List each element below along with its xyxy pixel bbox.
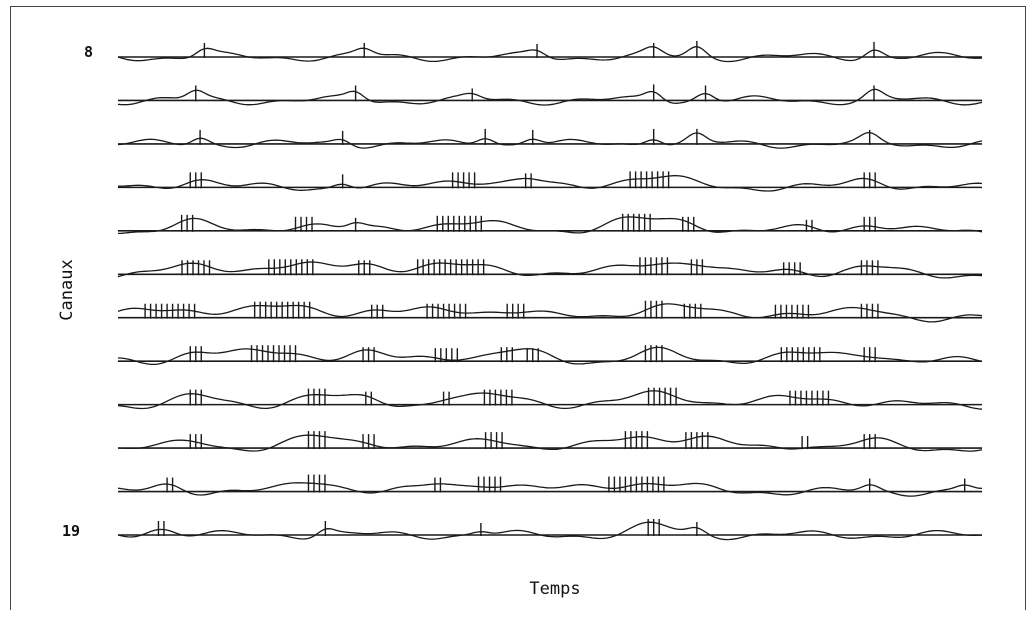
wave-channel-12	[117, 216, 983, 235]
chart-frame	[10, 6, 1026, 610]
y-tick-bottom: 19	[62, 522, 80, 540]
wave-channel-11	[118, 175, 983, 192]
y-axis-label: Canaux	[57, 259, 77, 320]
y-tick-top: 8	[84, 43, 93, 61]
channel-18	[117, 474, 983, 497]
channel-11	[118, 171, 983, 192]
wave-channel-16	[117, 390, 983, 410]
channel-13	[117, 257, 983, 279]
wave-channel-19	[117, 521, 983, 541]
channel-12	[117, 213, 983, 235]
wave-channel-17	[117, 434, 983, 452]
channel-15	[117, 345, 983, 366]
wave-channel-10	[117, 131, 983, 149]
channel-14	[117, 300, 983, 323]
channel-19	[117, 519, 983, 541]
wave-channel-13	[117, 261, 983, 279]
channel-traces	[117, 41, 983, 541]
channel-9	[117, 84, 983, 106]
wave-channel-9	[117, 88, 983, 106]
wave-channel-14	[117, 303, 983, 323]
wave-channel-18	[117, 482, 983, 497]
channel-16	[117, 387, 983, 410]
channel-10	[117, 128, 983, 149]
channel-8	[117, 41, 983, 63]
x-axis-label: Temps	[529, 579, 580, 599]
wave-channel-8	[117, 45, 983, 63]
channel-17	[117, 431, 983, 452]
